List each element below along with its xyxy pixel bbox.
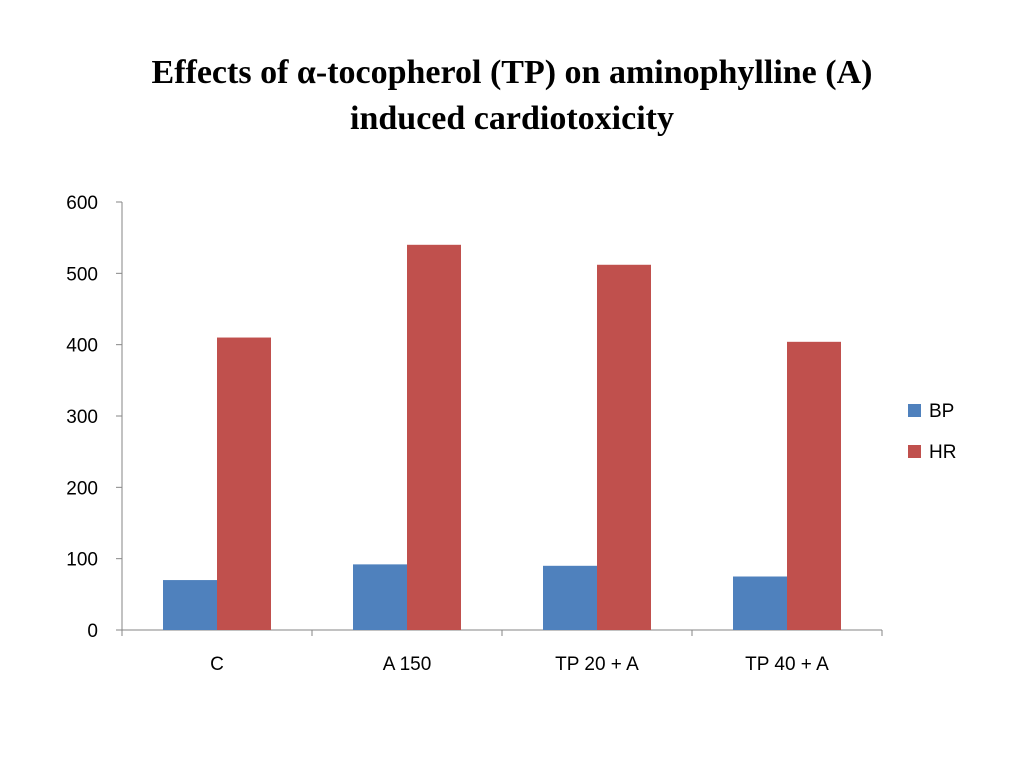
bars [163,244,841,631]
x-axis: C A 150 TP 20 + A TP 40 + A [121,629,883,675]
y-tick-label: 300 [66,407,98,428]
bar-hr-1 [217,337,271,630]
bar-hr-4 [787,341,841,630]
y-tick-label: 400 [66,336,98,357]
bar-hr-2 [407,244,461,631]
bar-bp-2 [353,564,407,630]
legend-label-hr: HR [929,442,956,463]
legend-label-bp: BP [929,401,954,422]
x-tick-label: C [210,654,224,675]
y-tick-label: 500 [66,264,98,285]
x-tick-label: A 150 [383,654,432,675]
y-tick-label: 100 [66,550,98,571]
bar-bp-1 [163,580,217,630]
x-tick-label: TP 20 + A [555,654,639,675]
legend: BP HR [908,401,956,463]
chart-title-line-2: induced cardiotoxicity [350,100,674,137]
y-axis: 0 100 200 300 400 500 600 [66,193,123,642]
chart-title: Effects of α-tocopherol (TP) on aminophy… [62,50,962,142]
chart-title-line-1: Effects of α-tocopherol (TP) on aminophy… [151,54,873,91]
bar-hr-3 [597,264,651,630]
legend-swatch-bp [908,404,921,417]
legend-swatch-hr [908,445,921,458]
bar-bp-4 [733,576,787,630]
y-tick-label: 200 [66,478,98,499]
x-tick-label: TP 40 + A [745,654,829,675]
bar-bp-3 [543,565,597,630]
y-tick-label: 0 [87,621,98,642]
y-tick-label: 600 [66,193,98,214]
